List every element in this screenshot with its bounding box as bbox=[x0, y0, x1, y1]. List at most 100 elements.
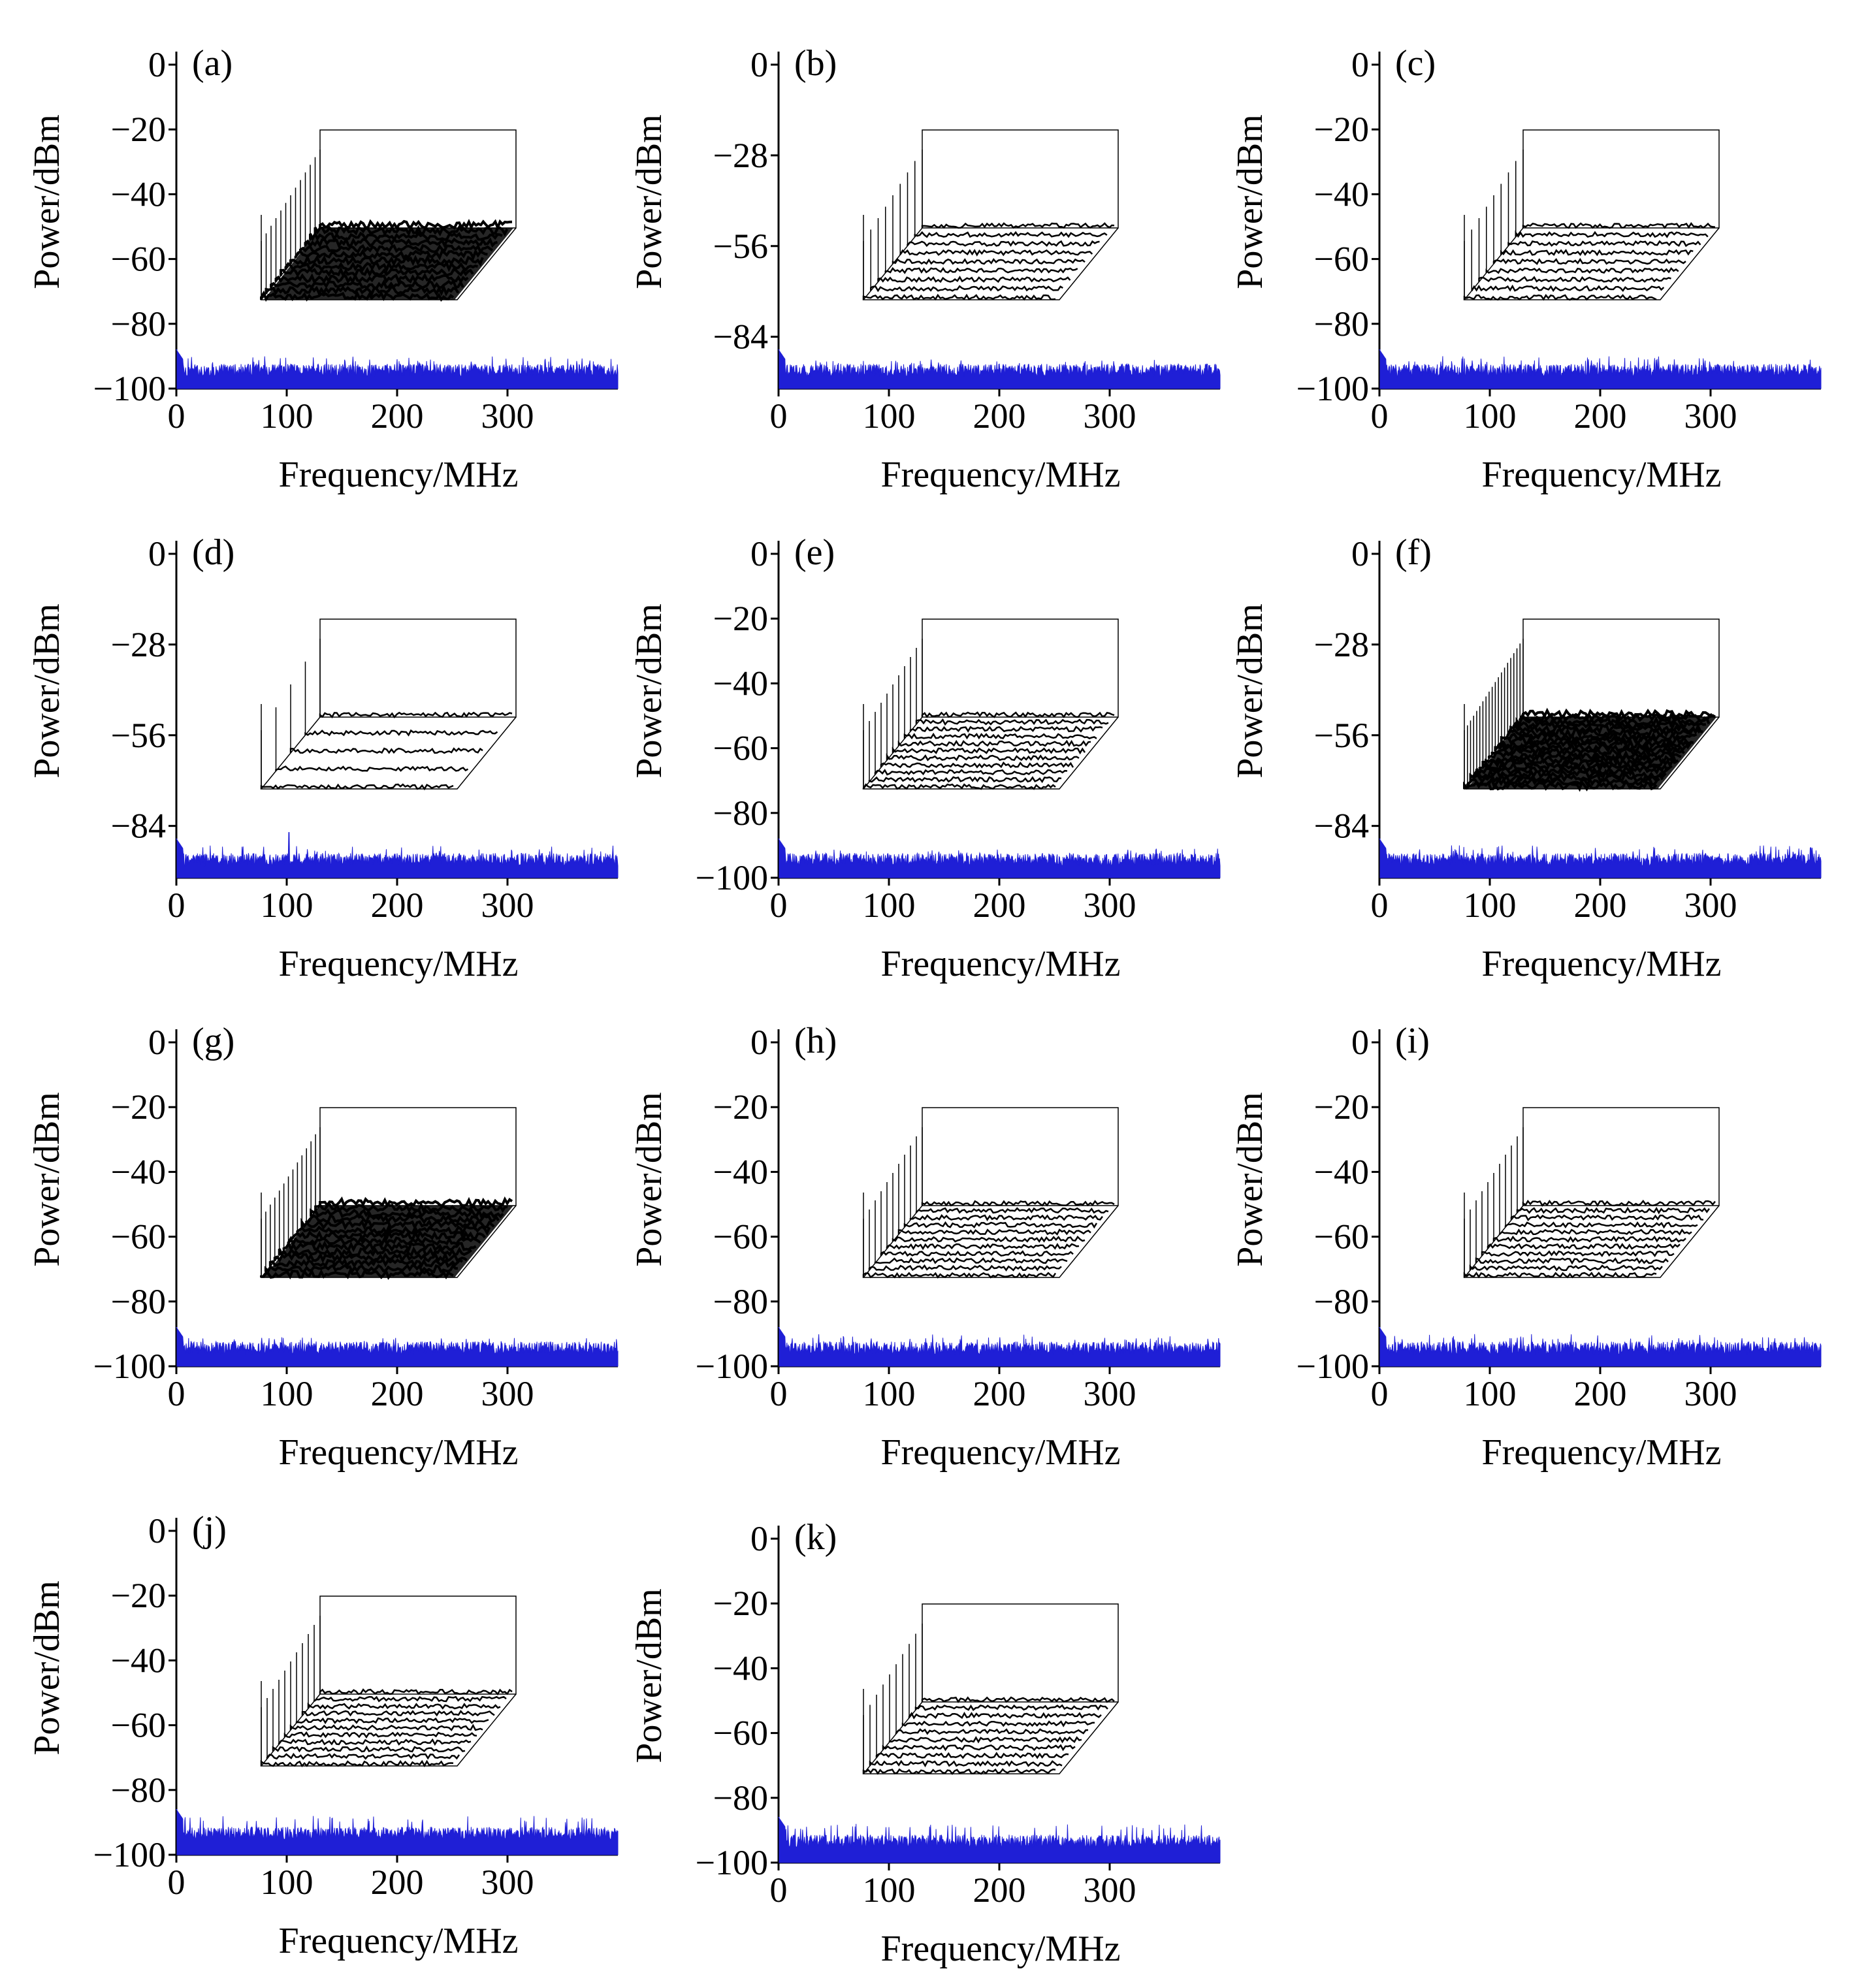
x-tick-label: 100 bbox=[863, 1374, 916, 1413]
inset-trace bbox=[862, 1768, 1056, 1775]
inset-trace bbox=[1515, 230, 1709, 238]
inset-back-wall bbox=[922, 129, 1119, 229]
inset-back-wall bbox=[1522, 618, 1720, 718]
inset-trace bbox=[1522, 222, 1716, 229]
x-tick-label: 0 bbox=[168, 396, 185, 436]
x-axis-title: Frequency/MHz bbox=[278, 1921, 518, 1961]
spectrum-series bbox=[176, 832, 619, 878]
x-tick-label: 100 bbox=[1464, 1374, 1517, 1413]
y-tick-label: −100 bbox=[93, 369, 166, 408]
x-tick-label: 300 bbox=[1084, 396, 1136, 436]
spectrum-series bbox=[176, 349, 619, 389]
y-tick-label: −40 bbox=[111, 174, 166, 214]
inset-trace bbox=[921, 711, 1115, 718]
inset-trace bbox=[907, 240, 1100, 248]
x-axis-title: Frequency/MHz bbox=[880, 1432, 1120, 1473]
inset-back-wall bbox=[1522, 129, 1720, 229]
y-tick-label: −28 bbox=[713, 136, 768, 175]
spectrum-series bbox=[1379, 838, 1822, 878]
inset-trace bbox=[880, 761, 1074, 769]
inset-trace bbox=[1492, 257, 1686, 265]
y-tick-label: −80 bbox=[111, 1771, 166, 1810]
x-tick-label: 0 bbox=[168, 886, 185, 925]
y-tick-label: −84 bbox=[111, 807, 166, 846]
inset-trace bbox=[909, 1214, 1103, 1221]
panel-label: (c) bbox=[1395, 43, 1436, 84]
y-tick-label: 0 bbox=[750, 534, 768, 573]
x-tick-label: 300 bbox=[481, 1863, 534, 1902]
inset-trace bbox=[1500, 249, 1694, 257]
inset-trace bbox=[877, 276, 1071, 283]
x-tick-label: 100 bbox=[863, 886, 916, 925]
inset-trace bbox=[870, 285, 1063, 293]
y-tick-label: 0 bbox=[750, 1519, 768, 1558]
y-tick-label: −28 bbox=[1314, 625, 1369, 664]
y-tick-label: −40 bbox=[1314, 1152, 1369, 1191]
x-tick-label: 200 bbox=[1574, 1374, 1627, 1413]
y-tick-label: −20 bbox=[111, 110, 166, 149]
inset-trace bbox=[868, 1264, 1062, 1272]
x-axis-title: Frequency/MHz bbox=[880, 944, 1120, 984]
inset-trace bbox=[862, 293, 1056, 301]
inset-trace bbox=[915, 1207, 1109, 1214]
inset-trace bbox=[295, 1717, 489, 1725]
x-tick-label: 100 bbox=[1464, 886, 1517, 925]
y-tick-label: −20 bbox=[713, 599, 768, 638]
inset-trace bbox=[886, 1243, 1080, 1251]
panel-label: (a) bbox=[192, 43, 233, 84]
x-tick-label: 100 bbox=[1464, 396, 1517, 436]
y-axis-title: Power/dBm bbox=[629, 1092, 669, 1267]
y-tick-label: −20 bbox=[111, 1576, 166, 1615]
y-tick-label: −40 bbox=[713, 664, 768, 703]
y-tick-label: −80 bbox=[1314, 304, 1369, 344]
y-tick-label: −40 bbox=[111, 1641, 166, 1680]
y-tick-label: −100 bbox=[696, 1347, 768, 1386]
inset-back-wall bbox=[922, 1107, 1119, 1206]
inset-trace bbox=[915, 718, 1109, 726]
inset-floor bbox=[1463, 227, 1720, 300]
inset-trace bbox=[874, 769, 1068, 776]
x-axis-title: Frequency/MHz bbox=[278, 455, 518, 495]
inset-trace bbox=[914, 231, 1108, 238]
x-tick-label: 200 bbox=[371, 1863, 424, 1902]
inset-trace bbox=[1498, 1228, 1692, 1236]
y-tick-label: −56 bbox=[713, 227, 768, 266]
x-tick-label: 300 bbox=[1084, 1870, 1136, 1910]
panel-label: (d) bbox=[192, 532, 234, 573]
y-tick-label: −40 bbox=[111, 1152, 166, 1191]
x-tick-label: 100 bbox=[261, 396, 314, 436]
inset-trace bbox=[880, 1250, 1074, 1257]
inset-trace bbox=[1469, 1264, 1663, 1272]
y-tick-label: −20 bbox=[1314, 110, 1369, 149]
x-tick-label: 300 bbox=[1084, 886, 1136, 925]
inset-dense-fill bbox=[1467, 717, 1716, 789]
inset-trace bbox=[892, 1236, 1086, 1243]
x-tick-label: 200 bbox=[1574, 396, 1627, 436]
x-tick-label: 100 bbox=[261, 1863, 314, 1902]
inset-trace bbox=[868, 776, 1062, 784]
panel-label: (b) bbox=[794, 43, 837, 84]
inset-trace bbox=[319, 711, 513, 719]
inset-trace bbox=[875, 1752, 1069, 1759]
x-tick-label: 0 bbox=[770, 886, 788, 925]
spectrum-series bbox=[176, 1326, 619, 1367]
inset-trace bbox=[888, 1736, 1082, 1744]
spectrum-series bbox=[778, 1817, 1221, 1863]
inset-waterfall bbox=[862, 618, 1119, 790]
x-tick-label: 0 bbox=[770, 396, 788, 436]
x-tick-label: 300 bbox=[481, 396, 534, 436]
x-axis-title: Frequency/MHz bbox=[1481, 944, 1721, 984]
y-tick-label: −20 bbox=[713, 1584, 768, 1623]
y-tick-label: 0 bbox=[148, 1023, 166, 1062]
inset-waterfall bbox=[1463, 618, 1720, 792]
inset-trace bbox=[260, 783, 454, 791]
inset-trace bbox=[1485, 267, 1679, 274]
inset-trace bbox=[882, 1744, 1076, 1752]
y-tick-label: −100 bbox=[696, 858, 768, 897]
y-tick-label: −60 bbox=[713, 1714, 768, 1753]
inset-trace bbox=[869, 1759, 1063, 1768]
